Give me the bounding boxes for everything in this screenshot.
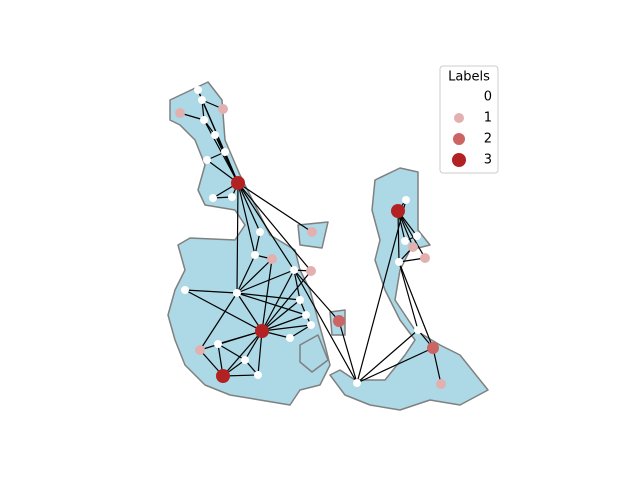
edge: [261, 258, 273, 332]
node: [391, 204, 405, 218]
node: [218, 104, 228, 114]
legend-box: [439, 65, 499, 174]
node: [231, 176, 245, 190]
edge: [184, 289, 238, 294]
edge: [217, 343, 246, 361]
legend-label: 0: [484, 90, 492, 105]
edge: [236, 292, 301, 301]
node: [251, 251, 259, 259]
node: [306, 266, 316, 276]
node: [254, 371, 262, 379]
edge: [236, 182, 239, 294]
legend-label: 3: [484, 153, 492, 168]
legend-marker: [454, 113, 464, 123]
node: [203, 156, 211, 164]
legend-label: 2: [484, 132, 492, 147]
legend-marker: [453, 133, 465, 145]
node: [414, 326, 422, 334]
legend: Labels 0 1 2 3: [439, 65, 499, 174]
edge: [293, 269, 358, 384]
edge: [338, 320, 358, 384]
node: [436, 379, 446, 389]
edge: [237, 182, 261, 233]
edge: [356, 329, 419, 384]
edge: [261, 269, 295, 332]
edge: [261, 270, 312, 332]
node: [296, 296, 304, 304]
node: [307, 227, 317, 237]
edge: [356, 347, 434, 384]
node: [200, 116, 208, 124]
edge: [199, 330, 263, 351]
legend-label: 1: [484, 111, 492, 126]
edge: [261, 314, 307, 332]
node: [408, 242, 418, 252]
edge: [236, 254, 256, 294]
node: [216, 369, 230, 383]
node: [413, 232, 421, 240]
edge: [237, 182, 295, 271]
node: [402, 196, 410, 204]
node: [195, 345, 205, 355]
edge: [184, 289, 263, 332]
edge: [236, 292, 307, 316]
edge: [261, 324, 312, 332]
edges: [179, 89, 442, 385]
node: [286, 334, 294, 342]
legend-marker: [452, 153, 466, 167]
island: [299, 334, 329, 373]
edge: [398, 261, 434, 349]
nodes: [175, 86, 446, 389]
node: [255, 324, 269, 338]
node: [233, 289, 241, 297]
node: [420, 253, 430, 263]
edge: [397, 210, 426, 259]
node: [221, 148, 229, 156]
node: [290, 266, 298, 274]
edge: [257, 330, 263, 376]
node: [175, 108, 185, 118]
node: [241, 356, 249, 364]
edge: [398, 261, 419, 331]
node: [194, 86, 202, 94]
node: [214, 340, 222, 348]
node: [267, 254, 277, 264]
edge: [397, 210, 400, 263]
edge: [293, 269, 301, 301]
node: [395, 258, 403, 266]
node: [307, 321, 315, 329]
node: [256, 228, 264, 236]
node: [211, 131, 219, 139]
edge: [236, 258, 273, 294]
edge: [237, 182, 256, 256]
edge: [432, 347, 442, 385]
edge: [236, 292, 263, 332]
node: [302, 311, 310, 319]
node: [181, 286, 189, 294]
edge: [237, 182, 313, 233]
legend-marker: [455, 93, 463, 101]
edge: [237, 182, 312, 272]
node: [353, 379, 361, 387]
legend-title: Labels: [448, 70, 490, 85]
edge: [261, 299, 301, 332]
node: [333, 315, 345, 327]
node: [228, 193, 236, 201]
edge: [289, 324, 312, 339]
node: [198, 96, 206, 104]
edge: [199, 292, 238, 351]
node: [401, 237, 409, 245]
legend-entries: 0 1 2 3: [452, 90, 492, 168]
edge: [293, 269, 340, 322]
edge: [236, 269, 295, 294]
node: [209, 194, 217, 202]
node: [427, 342, 439, 354]
edge: [222, 330, 263, 377]
